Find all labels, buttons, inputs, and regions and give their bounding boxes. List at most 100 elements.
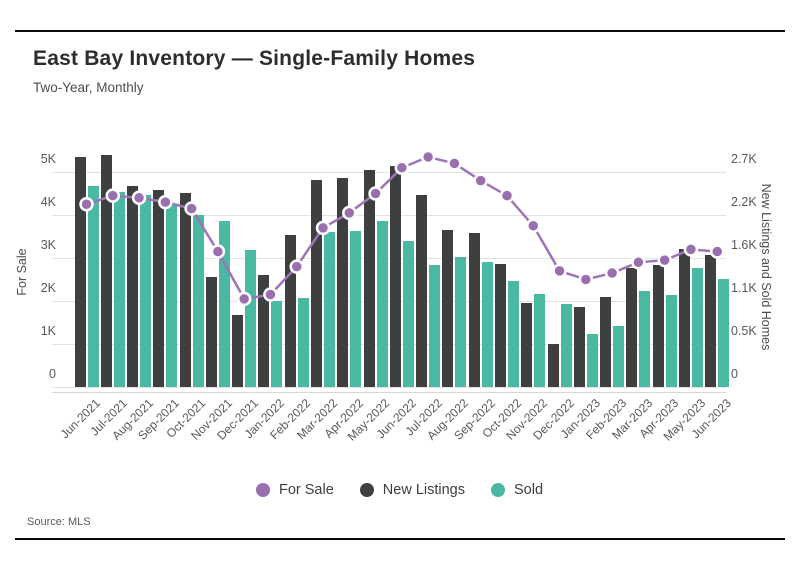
gridline [52,344,726,345]
bar-sold [245,250,257,387]
bar-new-listings [337,178,349,387]
bar-new-listings [705,254,717,387]
bar-sold [481,261,493,387]
bar-new-listings [205,277,217,387]
bar-sold [402,241,414,387]
bar-sold [691,268,703,387]
for-sale-point [526,218,541,233]
for-sale-point [657,252,672,268]
for-sale-point [210,244,226,259]
chart-subtitle: Two-Year, Monthly [33,80,144,95]
bar-sold [324,231,336,387]
y-left-tick-label: 1K [40,324,56,338]
for-sale-point [263,287,278,302]
y-left-tick-label: 5K [40,152,56,166]
bar-new-listings [416,195,428,387]
bar-sold [639,290,651,387]
bar-sold [586,334,598,387]
bar-sold [218,220,230,387]
y-right-tick-label: 1.1K [731,281,757,295]
legend-item-for-sale: For Sale [255,482,334,498]
bar-sold [376,221,388,387]
bar-new-listings [600,297,612,387]
chart-legend: For Sale New Listings Sold [0,482,799,498]
for-sale-point [315,220,331,236]
bar-sold [87,185,99,387]
bar-sold [271,301,283,387]
y-right-tick-label: 0.5K [731,324,757,338]
bar-new-listings [573,307,585,387]
for-sale-point [683,242,699,257]
bar-sold [507,281,519,387]
for-sale-point [499,188,515,203]
legend-dot-icon [490,483,505,497]
for-sale-point [420,149,436,165]
bar-new-listings [179,192,191,387]
for-sale-point [105,188,121,203]
gridline [52,215,726,216]
gridline [52,387,726,388]
bar-sold [665,295,677,387]
plot-area: Jun-2021 Jul-2021 Aug-2021 Sep-2021 Oct-2021… [52,132,734,444]
for-sale-point [578,272,594,287]
y-right-tick-label: 2.7K [731,152,757,166]
bar-sold [350,230,362,387]
legend-dot-icon [255,483,270,497]
for-sale-point [79,197,94,212]
bar-new-listings [258,274,270,387]
y-left-tick-label: 0 [49,367,56,381]
bar-new-listings [468,232,480,387]
bar-sold [113,191,125,387]
for-sale-point [394,160,410,175]
for-sale-point [552,263,567,279]
legend-dot-icon [359,483,374,497]
y-axis-right-ticks: 0 0.5K 1.1K 1.6K 2.2K 2.7K [731,132,791,400]
y-right-tick-label: 2.2K [731,195,757,209]
for-sale-line-layer [79,149,725,307]
for-sale-point [447,156,462,171]
bar-new-listings [626,268,638,387]
bar-new-listings [547,344,559,387]
y-right-tick-label: 0 [731,367,738,381]
for-sale-point [131,190,147,206]
legend-item-sold: Sold [490,482,543,498]
bar-new-listings [232,314,244,387]
bar-new-listings [127,186,139,387]
bar-sold [166,203,178,387]
for-sale-point [342,205,357,221]
legend-label: For Sale [278,482,334,498]
x-axis-line [52,392,726,393]
bar-new-listings [284,234,296,387]
y-axis-left-ticks: 0 1K 2K 3K 4K 5K [0,132,56,400]
bar-new-listings [311,179,323,387]
legend-item-new-listings: New Listings [359,482,465,498]
bar-sold [718,278,730,387]
for-sale-point [604,265,620,281]
bar-sold [455,257,467,387]
bar-sold [613,325,625,387]
source-note: Source: MLS [27,516,91,528]
for-sale-point [184,201,199,216]
bar-sold [429,265,441,387]
gridline [52,301,726,302]
legend-label: New Listings [382,482,465,498]
for-sale-point [158,194,173,210]
bar-new-listings [100,155,112,387]
gridline [52,258,726,259]
bar-new-listings [389,166,401,387]
bar-sold [297,297,309,387]
for-sale-point [236,291,252,307]
bar-sold [192,215,204,387]
for-sale-line [86,155,718,301]
bar-sold [534,293,546,387]
for-sale-point [473,173,488,188]
bar-new-listings [678,249,690,387]
y-left-tick-label: 2K [40,281,56,295]
bar-new-listings [652,265,664,387]
bar-sold [140,195,152,387]
bar-new-listings [494,264,506,387]
for-sale-point [631,255,646,270]
y-left-tick-label: 4K [40,195,56,209]
bar-new-listings [442,230,454,387]
